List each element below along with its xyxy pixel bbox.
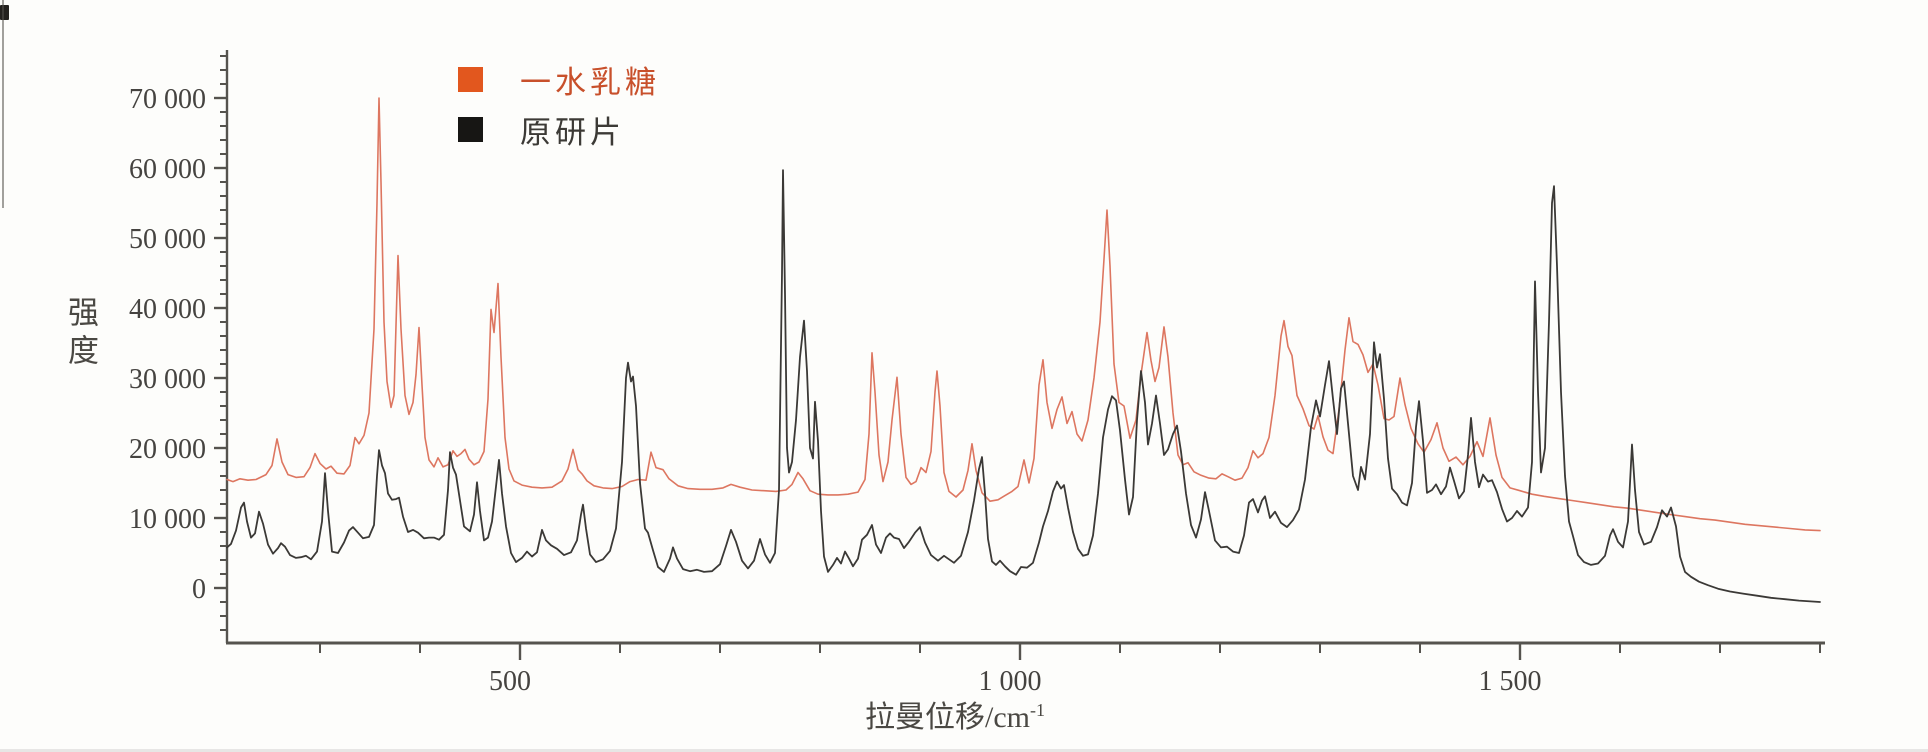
y-tick-label: 0 [192, 574, 206, 605]
y-tick-label: 10 000 [129, 504, 206, 535]
x-tick-label: 1 500 [1479, 666, 1542, 697]
scan-artifact-bottom-edge [0, 749, 1928, 752]
legend: 一水乳糖 原研片 [458, 65, 660, 166]
x-axis-title-exponent: -1 [1030, 700, 1045, 720]
scan-artifact-left-edge-line [2, 0, 4, 208]
y-axis-title: 强度 [63, 296, 98, 372]
tick-labels-layer: 0 10 000 20 000 30 000 40 000 50 000 60 000 70 … [129, 84, 1542, 697]
y-tick-label: 50 000 [129, 224, 206, 255]
y-tick-label: 40 000 [129, 294, 206, 325]
spectrum-reference-tablet [226, 169, 1821, 603]
legend-item-reference-tablet: 原研片 [458, 115, 660, 150]
x-tick-label: 500 [489, 666, 531, 697]
x-tick-label: 1 000 [979, 666, 1042, 697]
legend-item-lactose-monohydrate: 一水乳糖 [458, 65, 660, 100]
ticks-layer [214, 55, 1821, 660]
y-tick-label: 20 000 [129, 434, 206, 465]
y-tick-label: 60 000 [129, 154, 206, 185]
scan-artifact-corner-mark [0, 5, 9, 20]
spectrum-lactose-monohydrate [226, 97, 1821, 532]
legend-label-lactose-monohydrate: 一水乳糖 [520, 65, 660, 100]
axes-layer [225, 50, 1825, 645]
y-tick-label: 70 000 [129, 84, 206, 115]
legend-label-reference-tablet: 原研片 [520, 115, 625, 150]
legend-swatch-lactose-monohydrate [458, 67, 483, 92]
legend-swatch-reference-tablet [458, 117, 483, 142]
x-axis-title: 拉曼位移/cm-1 [800, 692, 1110, 736]
x-axis-title-text: 拉曼位移/cm [865, 701, 1030, 734]
y-tick-label: 30 000 [129, 364, 206, 395]
series-layer [226, 97, 1821, 603]
